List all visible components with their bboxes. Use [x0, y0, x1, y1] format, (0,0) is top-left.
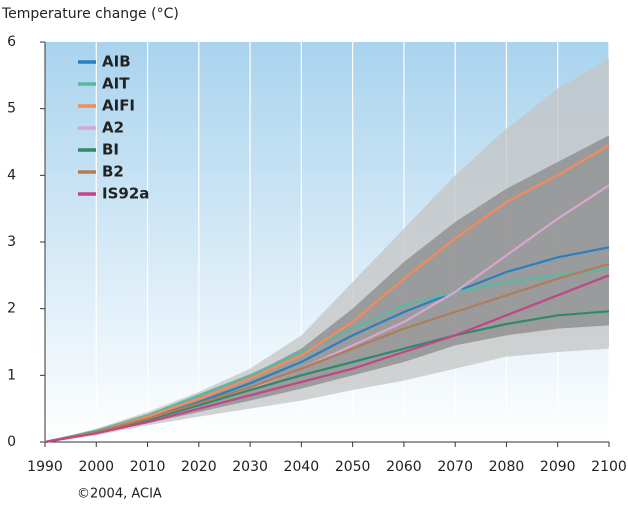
- legend-label: AIFI: [102, 97, 135, 115]
- legend-label: B2: [102, 163, 124, 181]
- y-tick-label: 0: [7, 434, 16, 450]
- y-tick-label: 5: [7, 101, 16, 117]
- series-line: [44, 262, 610, 444]
- legend-label: BI: [102, 141, 119, 159]
- footnote: ©2004, ACIA: [77, 487, 162, 502]
- y-axis-label: Temperature change (°C): [1, 6, 179, 22]
- legend-label: AIB: [102, 53, 131, 71]
- x-tick-label: 2070: [437, 459, 473, 475]
- x-tick-label: 2080: [489, 459, 525, 475]
- x-tick-label: 2010: [130, 459, 166, 475]
- x-tick-label: 2100: [591, 459, 627, 475]
- series-line: [44, 267, 610, 444]
- legend-label: AIT: [102, 75, 130, 93]
- y-tick-label: 1: [7, 367, 16, 383]
- legend-label: IS92a: [102, 185, 149, 203]
- x-tick-label: 2040: [284, 459, 320, 475]
- range-band: [45, 135, 609, 443]
- x-tick-label: 2020: [181, 459, 217, 475]
- y-tick-label: 4: [7, 167, 16, 183]
- x-tick-label: 2000: [78, 459, 114, 475]
- series-line: [44, 274, 610, 444]
- series-line: [44, 144, 610, 444]
- x-tick-label: 2050: [335, 459, 371, 475]
- legend-label: A2: [102, 119, 124, 137]
- y-tick-label: 6: [7, 34, 16, 50]
- x-tick-label: 2090: [540, 459, 576, 475]
- range-band: [45, 58, 609, 443]
- x-tick-label: 1990: [27, 459, 63, 475]
- y-tick-label: 3: [7, 234, 16, 250]
- y-tick-label: 2: [7, 301, 16, 317]
- x-tick-label: 2030: [232, 459, 268, 475]
- x-tick-label: 2060: [386, 459, 422, 475]
